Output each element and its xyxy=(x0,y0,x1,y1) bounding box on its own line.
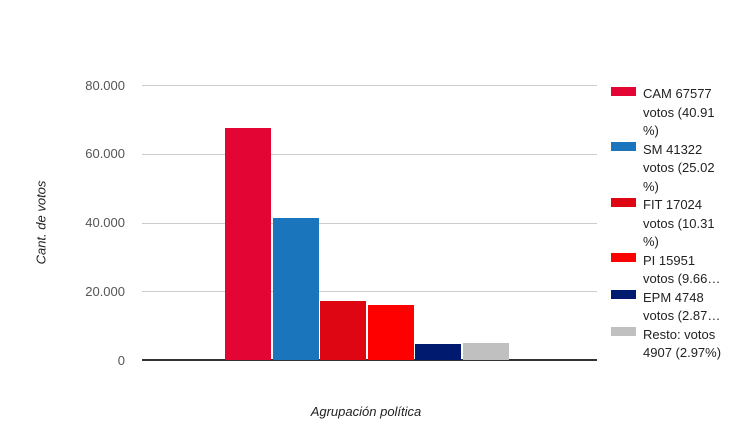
y-tick-label: 80.000 xyxy=(85,77,125,93)
legend-item-sm[interactable]: SM 41322 votos (25.02%) xyxy=(611,141,745,197)
legend-label: EPM 4748 votos (2.87… xyxy=(643,289,745,326)
legend-item-resto[interactable]: Resto: votos 4907 (2.97%) xyxy=(611,326,745,363)
y-axis-title: Cant. de votos xyxy=(33,180,49,265)
legend-label-line: PI 15951 xyxy=(643,252,696,268)
legend-label: FIT 17024 votos (10.31%) xyxy=(643,196,745,252)
bar-cam[interactable] xyxy=(225,127,271,360)
legend-label: Resto: votos 4907 (2.97%) xyxy=(643,326,745,363)
chart-legend: CAM 67577 votos (40.91%) SM 41322 votos (25… xyxy=(611,0,745,437)
legend-item-pi[interactable]: PI 15951 votos (9.66… xyxy=(611,252,745,289)
y-tick-label: 0 xyxy=(117,352,125,368)
legend-label-line: FIT 17024 xyxy=(643,197,703,212)
legend-label-line: %) xyxy=(643,234,659,249)
gridline xyxy=(142,85,597,86)
legend-label-line: votos (10.31 xyxy=(643,215,715,231)
legend-label-line: votos (40.91 xyxy=(643,104,715,120)
legend-label-line: Resto: votos xyxy=(643,326,716,342)
legend-swatch xyxy=(611,290,636,299)
bar-sm[interactable] xyxy=(272,217,319,360)
legend-swatch xyxy=(611,86,636,96)
legend-label: SM 41322 votos (25.02%) xyxy=(643,141,745,197)
legend-swatch xyxy=(611,197,636,207)
legend-swatch xyxy=(611,253,636,262)
legend-label-line: votos (9.66… xyxy=(643,271,721,286)
legend-label: PI 15951 votos (9.66… xyxy=(643,252,745,289)
gridline xyxy=(142,222,597,224)
legend-item-fit[interactable]: FIT 17024 votos (10.31%) xyxy=(611,196,745,252)
legend-label-line: %) xyxy=(643,123,659,138)
bar-pi[interactable] xyxy=(367,305,414,360)
gridline xyxy=(142,291,597,293)
legend-label-line: SM 41322 xyxy=(643,141,703,157)
legend-label-line: %) xyxy=(643,178,659,194)
bar-fit[interactable] xyxy=(320,301,366,360)
x-axis-baseline xyxy=(142,359,597,361)
y-tick-label: 20.000 xyxy=(85,283,125,299)
bar-resto[interactable] xyxy=(462,343,509,360)
legend-label-line: CAM 67577 xyxy=(643,86,712,101)
legend-label: CAM 67577 votos (40.91%) xyxy=(643,85,745,141)
legend-label-line: 4907 (2.97%) xyxy=(643,345,722,360)
bar-epm[interactable] xyxy=(415,343,461,360)
legend-label-line: votos (25.02 xyxy=(643,160,715,175)
legend-label-line: EPM 4748 xyxy=(643,289,704,305)
y-tick-label: 60.000 xyxy=(85,146,125,162)
gridline xyxy=(142,153,597,155)
legend-swatch xyxy=(611,142,636,151)
x-axis-title: Agrupación política xyxy=(310,404,422,419)
legend-swatch xyxy=(611,327,636,336)
legend-label-line: votos (2.87… xyxy=(643,308,721,323)
legend-item-epm[interactable]: EPM 4748 votos (2.87… xyxy=(611,289,745,326)
y-tick-label: 40.000 xyxy=(85,215,125,230)
legend-item-cam[interactable]: CAM 67577 votos (40.91%) xyxy=(611,85,745,141)
